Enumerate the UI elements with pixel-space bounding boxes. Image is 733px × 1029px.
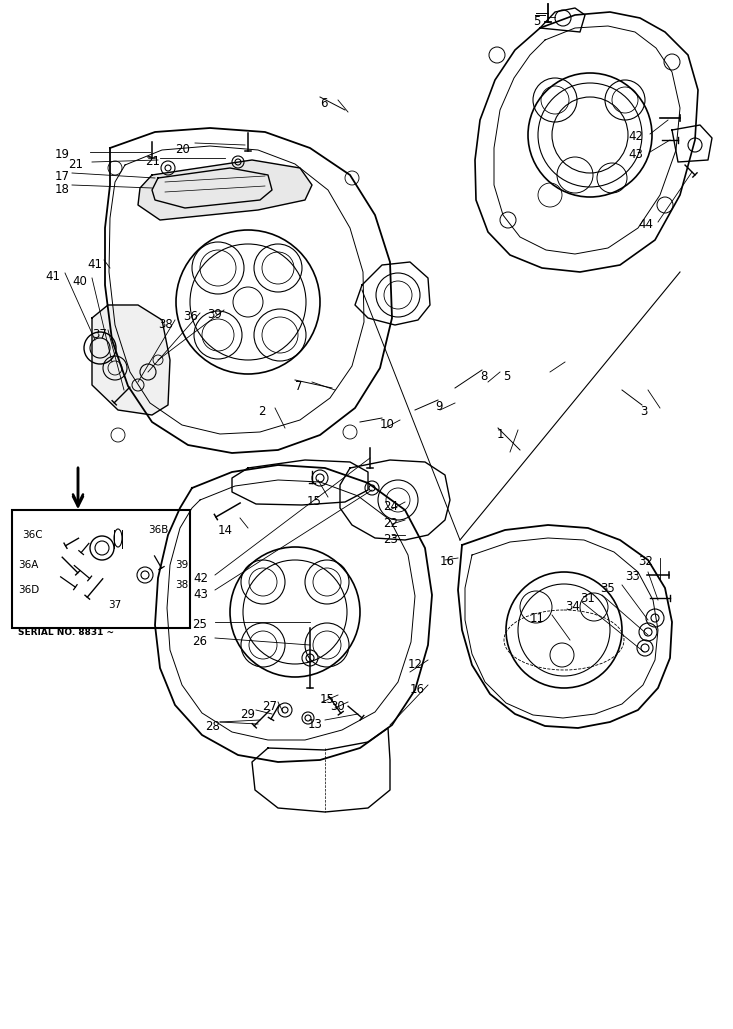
Text: 36: 36 [183, 310, 198, 323]
Text: 41: 41 [45, 270, 60, 283]
Text: 42: 42 [628, 130, 643, 143]
Text: 24: 24 [383, 500, 398, 513]
Text: 31: 31 [580, 592, 595, 605]
Text: 12: 12 [408, 658, 423, 671]
Text: 21: 21 [68, 158, 83, 171]
Text: 38: 38 [175, 580, 188, 590]
Text: 17: 17 [55, 170, 70, 183]
Text: 33: 33 [625, 570, 640, 583]
Text: 20: 20 [175, 143, 190, 156]
Text: 28: 28 [205, 720, 220, 733]
Text: 9: 9 [435, 400, 443, 413]
Text: 22: 22 [383, 517, 398, 530]
Text: 16: 16 [440, 555, 455, 568]
Text: 1: 1 [497, 428, 504, 441]
Text: 7: 7 [295, 380, 303, 393]
Text: 16: 16 [410, 683, 425, 696]
Text: 38: 38 [158, 318, 173, 331]
Text: 15: 15 [307, 495, 322, 508]
Text: 30: 30 [330, 700, 345, 713]
Text: 39: 39 [175, 560, 188, 570]
Text: SERIAL NO. 8831 ~: SERIAL NO. 8831 ~ [18, 628, 114, 637]
Text: 40: 40 [72, 275, 87, 288]
Text: 34: 34 [565, 600, 580, 613]
Text: 15: 15 [320, 693, 335, 706]
Polygon shape [92, 305, 170, 415]
Text: 36D: 36D [18, 586, 40, 595]
Text: 5: 5 [533, 15, 540, 28]
Text: 27: 27 [262, 700, 277, 713]
Text: 2: 2 [258, 405, 265, 418]
Text: 29: 29 [240, 708, 255, 721]
Text: 18: 18 [55, 183, 70, 196]
Text: 8: 8 [480, 370, 487, 383]
Text: 44: 44 [638, 218, 653, 230]
Text: 19: 19 [55, 148, 70, 161]
Text: 13: 13 [308, 718, 323, 731]
Text: 42: 42 [193, 572, 208, 586]
Text: 36B: 36B [148, 525, 169, 535]
Bar [12, 510, 190, 628]
Text: 5: 5 [503, 370, 510, 383]
Text: 6: 6 [320, 97, 328, 110]
Text: 21: 21 [145, 155, 160, 168]
Text: 11: 11 [530, 612, 545, 625]
Text: 10: 10 [380, 418, 395, 431]
Polygon shape [138, 159, 312, 220]
Text: 37: 37 [108, 600, 121, 610]
Text: 41: 41 [87, 258, 102, 271]
Text: 36A: 36A [18, 560, 38, 570]
Text: 3: 3 [640, 405, 647, 418]
Text: 37: 37 [92, 328, 107, 341]
Text: 36C: 36C [22, 530, 43, 540]
Text: 35: 35 [600, 582, 615, 595]
Text: 43: 43 [193, 588, 208, 601]
Text: 14: 14 [218, 524, 233, 537]
Text: 43: 43 [628, 148, 643, 161]
Text: 32: 32 [638, 555, 653, 568]
Text: 26: 26 [192, 635, 207, 648]
Text: 39: 39 [207, 308, 222, 321]
Text: 23: 23 [383, 533, 398, 546]
Text: 25: 25 [192, 618, 207, 631]
